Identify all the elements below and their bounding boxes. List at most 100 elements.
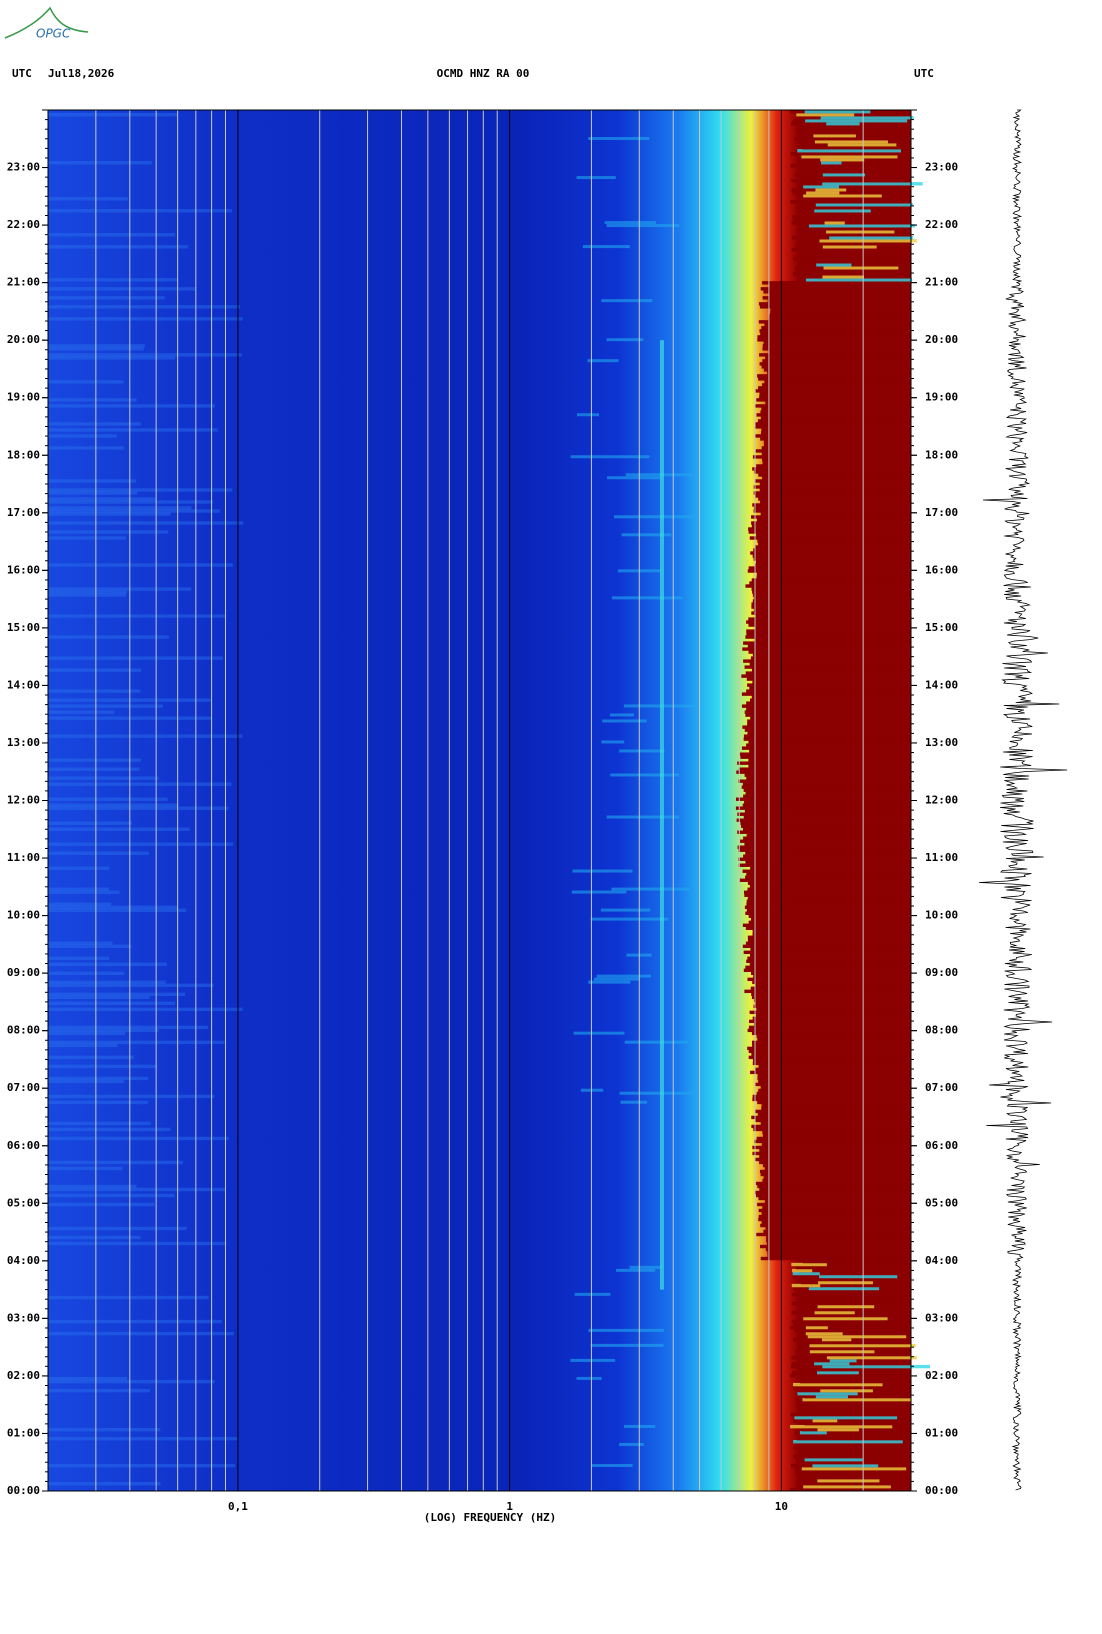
spectrogram-band [751,611,911,615]
spectrogram-band [759,395,911,399]
spectrogram-band [758,377,911,381]
spectrogram-band [743,734,911,738]
spectrogram-band [743,968,911,973]
spectrogram-band [804,1457,863,1462]
spectrogram-band [748,758,911,762]
y-tick-label: 19:00 [7,391,40,404]
spectrogram-band [745,671,911,675]
spectrogram-band [757,539,911,543]
x-tick-label: 10 [775,1500,788,1513]
spectrogram-band [740,755,911,759]
spectrogram-band [804,1277,911,1282]
spectrogram-band [759,1148,911,1153]
spectrogram-band [749,1019,911,1024]
spectrogram-band [736,770,911,774]
spectrogram-band [754,470,911,474]
spectrogram-band [576,176,616,180]
spectrogram-band [803,1295,911,1300]
spectrogram-band [750,656,911,660]
spectrogram-band [754,1139,911,1144]
spectrogram-band [760,1085,911,1090]
spectrogram-band [747,683,911,687]
y-tick-label: 17:00 [925,506,958,519]
y-tick-label: 18:00 [925,448,958,461]
spectrogram-band [754,1022,911,1027]
y-tick-label: 21:00 [925,276,958,289]
spectrogram-band [745,911,911,915]
spectrogram-band [754,563,911,567]
spectrogram-band [742,803,911,807]
spectrogram-band [48,1202,155,1207]
x-tick-label: 1 [506,1500,513,1513]
spectrogram-band [798,212,911,216]
spectrogram-band [48,1136,229,1141]
spectrogram-band [762,458,911,462]
spectrogram-band [753,1004,911,1009]
spectrogram-band [799,251,911,255]
spectrogram-band [790,200,911,204]
spectrogram-band [591,1463,633,1467]
spectrogram-band [791,248,911,252]
spectrogram-band [750,986,911,991]
y-tick-label: 00:00 [925,1484,958,1497]
spectrogram-band [753,506,911,510]
spectrogram-band [48,479,136,483]
spectrogram-band [757,1076,911,1081]
spectrogram-band [571,890,627,894]
spectrogram-band [743,788,911,792]
spectrogram-band [815,203,913,207]
spectrogram-band [762,1205,911,1210]
y-tick-label: 15:00 [7,621,40,634]
spectrogram-band [738,767,911,771]
spectrogram-band [792,1268,813,1273]
spectrogram-band [743,737,911,741]
spectrogram-band [745,851,911,855]
spectrogram-band [752,980,911,985]
spectrogram-band [48,776,159,780]
spectrogram-band [759,482,911,486]
spectrogram-band [793,218,911,222]
spectrogram-band [582,245,630,249]
spectrogram-band [756,413,911,417]
spectrogram-band [48,1064,157,1069]
spectrogram-band [804,1352,911,1357]
spectrogram-band [758,1196,911,1201]
spectrogram-band [48,1127,171,1132]
spectrogram-band [800,1331,911,1336]
spectrogram-band [806,191,840,195]
spectrogram-band [748,914,911,918]
spectrogram-band [764,323,911,327]
spectrogram-band [757,1184,911,1189]
spectrogram-band [749,749,911,753]
chart-title: OCMD HNZ RA 00 [437,67,530,80]
spectrogram-band [799,1268,911,1273]
spectrogram-band [48,446,125,450]
spectrogram-band [48,1055,134,1060]
spectrogram-band [611,887,690,891]
spectrogram-band [752,932,911,936]
spectrogram-band [629,1265,662,1269]
spectrogram-band [745,926,911,930]
y-tick-label: 02:00 [925,1369,958,1382]
spectrogram-band [48,1121,151,1126]
spectrogram-band [48,1379,215,1384]
spectrogram-band [804,170,911,174]
y-tick-label: 16:00 [925,563,958,576]
spectrogram-band [801,1466,907,1471]
spectrogram-band [796,1265,911,1270]
spectrogram-band [48,908,187,912]
spectrogram-band [751,1052,911,1057]
spectrogram-band [764,380,911,384]
spectrogram-band [800,1448,911,1453]
spectrogram-band [747,956,911,961]
spectrogram-band [797,1475,911,1480]
spectrogram-band [48,512,171,516]
spectrogram-band [792,191,911,195]
spectrogram-band [747,1046,911,1051]
spectrogram-band [751,521,911,525]
spectrogram-band [763,1175,911,1180]
spectrogram-band [747,644,911,648]
spectrogram-band [48,1040,225,1045]
spectrogram-band [802,131,911,135]
spectrogram-band [798,1472,911,1477]
